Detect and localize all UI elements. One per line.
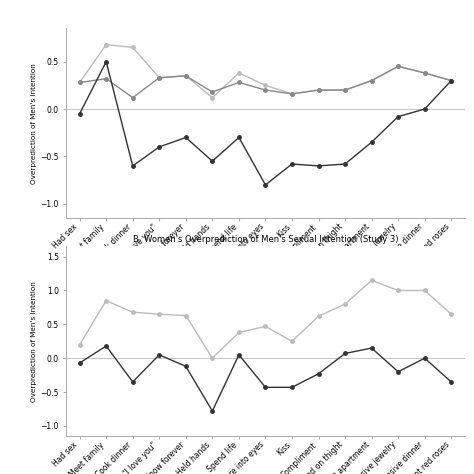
Study 2 (Other-Self order): [316, 163, 321, 169]
Study 2 (Other-Self order): [130, 163, 136, 169]
Study 2 (Self-Other order): [236, 80, 242, 85]
Study 1 (Self-Other order): [77, 80, 82, 85]
Study 2 (Other-Self order): [103, 59, 109, 64]
Study 2 (Other-Self order): [210, 158, 215, 164]
Study 2 (Self-Other order): [156, 75, 162, 81]
Study 2 (Self-Other order): [369, 78, 374, 83]
Study 2 (Other-Self order): [369, 139, 374, 145]
Line: Study 2 (Self-Other order): Study 2 (Self-Other order): [78, 64, 453, 100]
Study 1 (Self-Other order): [422, 70, 428, 76]
Study 2 (Self-Other order): [263, 87, 268, 93]
Study 2 (Self-Other order): [77, 80, 82, 85]
Study 1 (Self-Other order): [263, 82, 268, 88]
Study 2 (Self-Other order): [422, 70, 428, 76]
Y-axis label: Overprediction of Men's Intention: Overprediction of Men's Intention: [31, 63, 37, 183]
Study 1 (Self-Other order): [316, 87, 321, 93]
Study 1 (Self-Other order): [183, 73, 189, 79]
Line: Study 1 (Self-Other order): Study 1 (Self-Other order): [78, 43, 453, 100]
Study 2 (Other-Self order): [77, 111, 82, 117]
Study 2 (Self-Other order): [395, 64, 401, 69]
Study 1 (Self-Other order): [289, 91, 295, 97]
Study 2 (Self-Other order): [183, 73, 189, 79]
Study 1 (Self-Other order): [448, 78, 454, 83]
Study 2 (Other-Self order): [263, 182, 268, 188]
Study 1 (Self-Other order): [210, 95, 215, 100]
Study 2 (Other-Self order): [448, 78, 454, 83]
Study 2 (Self-Other order): [448, 78, 454, 83]
Y-axis label: Overprediction of Men's Intention: Overprediction of Men's Intention: [31, 281, 37, 401]
Study 2 (Other-Self order): [156, 144, 162, 150]
Study 2 (Self-Other order): [289, 91, 295, 97]
Study 2 (Other-Self order): [183, 135, 189, 140]
Study 1 (Self-Other order): [395, 64, 401, 69]
Study 2 (Other-Self order): [342, 161, 348, 167]
Study 2 (Self-Other order): [342, 87, 348, 93]
Study 2 (Self-Other order): [130, 95, 136, 100]
Study 2 (Self-Other order): [316, 87, 321, 93]
Study 2 (Self-Other order): [210, 89, 215, 95]
Study 1 (Self-Other order): [369, 78, 374, 83]
Line: Study 2 (Other-Self order): Study 2 (Other-Self order): [78, 60, 453, 187]
Title: B. Women's Overprediction of Men's Sexual Intention (Study 3): B. Women's Overprediction of Men's Sexua…: [133, 235, 398, 244]
Study 2 (Self-Other order): [103, 76, 109, 82]
Study 2 (Other-Self order): [236, 135, 242, 140]
Study 2 (Other-Self order): [289, 161, 295, 167]
Study 2 (Other-Self order): [422, 106, 428, 112]
Study 1 (Self-Other order): [130, 45, 136, 50]
Study 1 (Self-Other order): [103, 42, 109, 47]
Study 1 (Self-Other order): [342, 87, 348, 93]
Study 1 (Self-Other order): [156, 75, 162, 81]
Study 1 (Self-Other order): [236, 70, 242, 76]
Legend: Study 1 (Self-Other order), Study 2 (Self-Other order), Study 2 (Other-Self orde: Study 1 (Self-Other order), Study 2 (Sel…: [109, 320, 422, 327]
Study 2 (Other-Self order): [395, 114, 401, 119]
